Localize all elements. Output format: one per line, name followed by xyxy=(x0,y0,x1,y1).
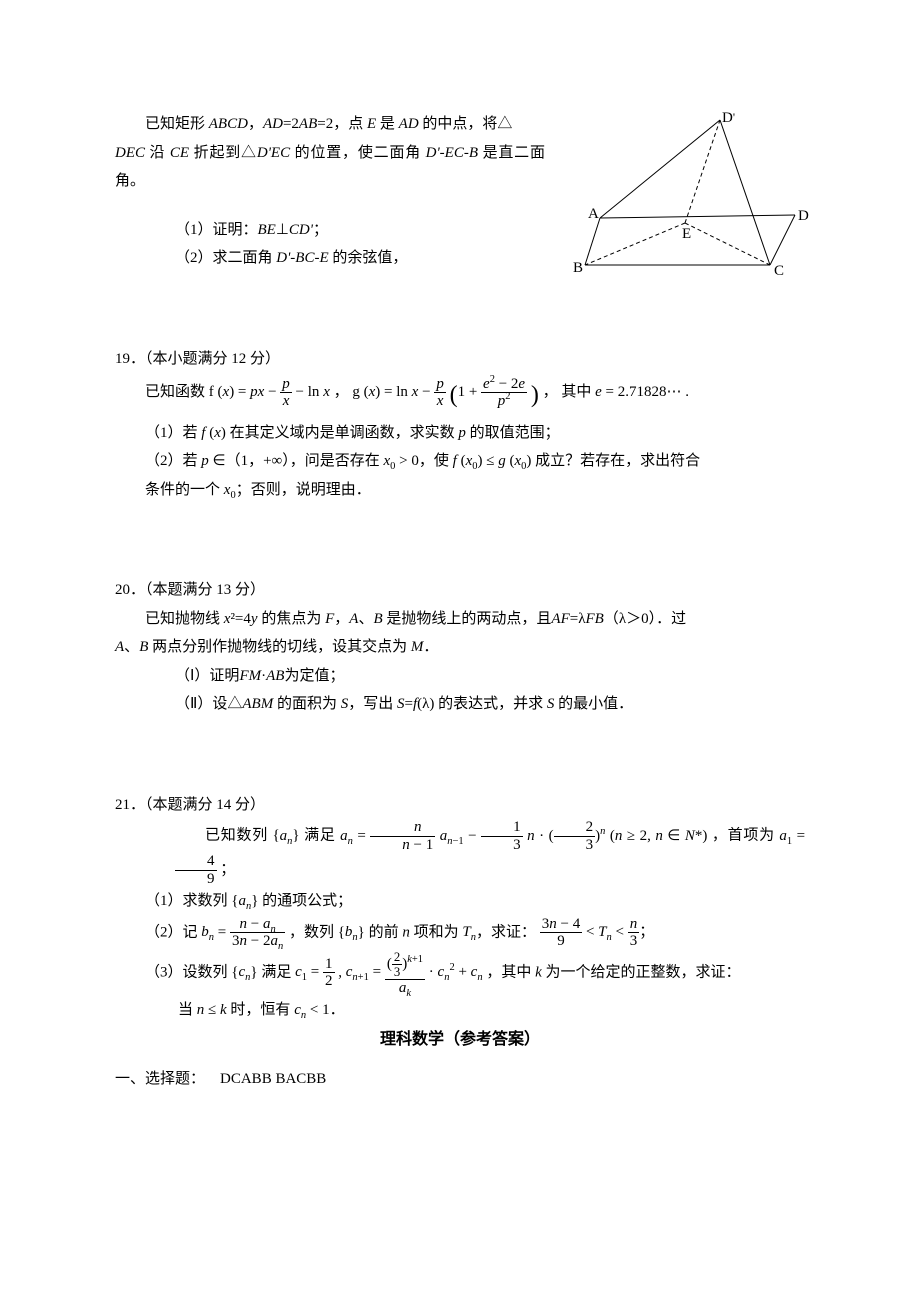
p21-given: 已知数列 {an} 满足 an = nn − 1 an−1 − 13 n · (… xyxy=(115,819,805,887)
folding-diagram: D' A E D B C xyxy=(570,110,810,280)
svg-text:E: E xyxy=(682,226,691,242)
svg-text:D: D xyxy=(798,208,809,224)
answers-choice-label: 一、选择题： xyxy=(115,1071,205,1087)
p21-item2: （2）记 bn = n − an3n − 2an ，数列 {bn} 的前 n 项… xyxy=(115,916,805,950)
svg-text:C: C xyxy=(774,263,784,279)
p19-item2b: 条件的一个 x0；否则，说明理由． xyxy=(115,476,805,505)
svg-text:D': D' xyxy=(722,110,735,126)
p21-heading: 21．（本题满分 14 分） xyxy=(115,791,805,820)
p19-heading: 19．（本小题满分 12 分） xyxy=(115,345,805,374)
folding-diagram-svg: D' A E D B C xyxy=(570,110,810,280)
p18-text-2: DEC 沿 CE 折起到△D'EC 的位置，使二面角 D'-EC-B 是直二面角… xyxy=(115,145,545,190)
p18-item2-text: （2）求二面角 D'-BC-E 的余弦值， xyxy=(175,250,407,266)
p19-given: 已知函数 f (x) = px − px − ln x ， g (x) = ln… xyxy=(115,373,805,419)
p21-item3: （3）设数列 {cn} 满足 c1 = 12 , cn+1 = (23)k+1 … xyxy=(115,950,805,997)
p18-item1-text: （1）证明：BE⊥CD'； xyxy=(175,222,328,238)
svg-text:B: B xyxy=(573,260,583,276)
p19-item1: （1）若 f (x) 在其定义域内是单调函数，求实数 p 的取值范围； xyxy=(115,419,805,448)
p21-item1: （1）求数列 {an} 的通项公式； xyxy=(115,887,805,916)
p20-heading: 20．（本题满分 13 分） xyxy=(115,576,805,605)
p20-item1: （Ⅰ）证明FM·AB为定值； xyxy=(115,662,805,691)
p20-item2: （Ⅱ）设△ABM 的面积为 S，写出 S=f(λ) 的表达式，并求 S 的最小值… xyxy=(115,690,805,719)
p19-item2a: （2）若 p ∈（1，+∞），问是否存在 x0 > 0，使 f (x0) ≤ g… xyxy=(115,447,805,476)
answers-choice-values: DCABB BACBB xyxy=(220,1071,326,1087)
p21-item3-conclusion: 当 n ≤ k 时，恒有 cn < 1． xyxy=(115,996,805,1025)
p18-text-1: 已知矩形 ABCD，AD=2AB=2，点 E 是 AD 的中点，将△ xyxy=(145,116,512,132)
answers-choice: 一、选择题： DCABB BACBB xyxy=(115,1065,805,1094)
p20-line1: 已知抛物线 x²=4y 的焦点为 F，A、B 是抛物线上的两动点，且AF=λFB… xyxy=(115,605,805,634)
p20-line2: A、B 两点分别作抛物线的切线，设其交点为 M． xyxy=(115,633,805,662)
answers-title: 理科数学（参考答案） xyxy=(115,1025,805,1055)
svg-text:A: A xyxy=(588,206,599,222)
